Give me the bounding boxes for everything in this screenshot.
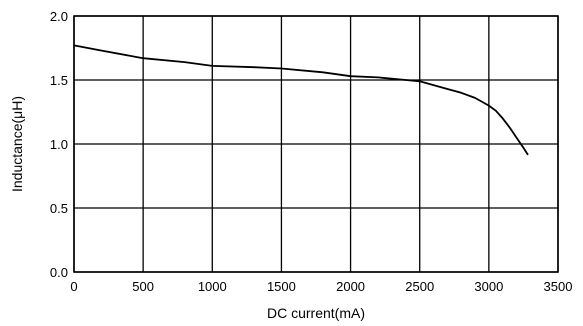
plot-frame [73,15,559,273]
x-tick-label: 1000 [198,279,227,294]
y-tick-labels: 0.0 0.5 1.0 1.5 2.0 [50,9,68,280]
y-tick-label: 1.0 [50,137,68,152]
inductance-curve [73,44,529,156]
x-tick-label: 2000 [336,279,365,294]
y-tick-label: 2.0 [50,9,68,24]
x-tick-label: 500 [132,279,154,294]
x-tick-label: 1500 [267,279,296,294]
x-tick-labels: 0 500 1000 1500 2000 2500 3000 3500 [70,279,572,294]
y-tick-label: 0.5 [50,201,68,216]
x-tick-label: 3000 [474,279,503,294]
y-tick-label: 1.5 [50,73,68,88]
x-tick-label: 0 [70,279,77,294]
x-tick-label: 3500 [544,279,573,294]
grid-lines [73,15,559,273]
x-axis-title: DC current(mA) [267,305,365,321]
y-axis-title: Inductance(μH) [9,96,25,192]
x-tick-label: 2500 [405,279,434,294]
y-tick-label: 0.0 [50,265,68,280]
